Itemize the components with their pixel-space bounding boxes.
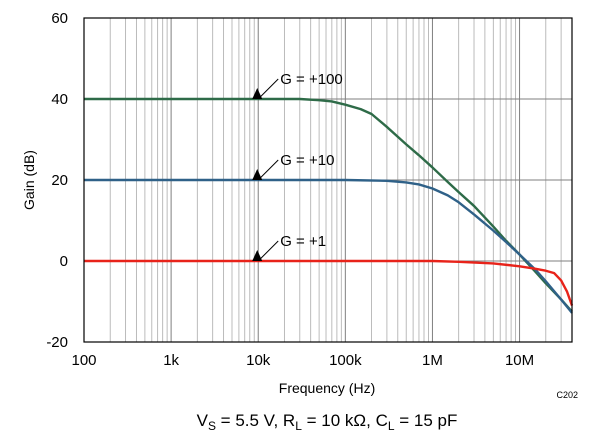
caption-rl-main: R (283, 411, 295, 430)
series-line (84, 178, 573, 314)
annotation-arrowhead (252, 88, 263, 99)
annotation-leader (257, 78, 279, 100)
annotation-arrowhead (252, 250, 263, 261)
x-tick-label: 1M (422, 352, 443, 369)
y-tick-label: 40 (51, 91, 68, 108)
annotation-label: G = +1 (280, 233, 326, 250)
caption-rl-val: = 10 kΩ, (302, 411, 376, 430)
annotations: G = +100 G = +10 G = +1 (252, 71, 343, 262)
annotation-leader (257, 159, 279, 181)
annotation-label: G = +10 (280, 152, 334, 169)
caption-rl-sub: L (295, 419, 302, 433)
caption-cl-val: = 15 pF (395, 411, 458, 430)
y-tick-label: -20 (46, 334, 68, 351)
caption-vs-main: V (197, 411, 209, 430)
x-tick-label: 10k (246, 352, 271, 369)
caption-cl-main: C (376, 411, 388, 430)
conditions-caption: VS = 5.5 V, RL = 10 kΩ, CL = 15 pF (197, 411, 458, 433)
x-tick-label: 100k (329, 352, 362, 369)
figure-code: C202 (556, 390, 578, 400)
x-tick-label: 100 (71, 352, 96, 369)
y-tick-label: 20 (51, 172, 68, 189)
caption-vs-val: = 5.5 V, (216, 411, 283, 430)
y-tick-label: 60 (51, 10, 68, 27)
y-tick-label: 0 (60, 253, 68, 270)
tick-labels: 100 1k 10k 100k 1M 10M 60 40 20 0 -20 (46, 10, 534, 369)
x-tick-label: 10M (505, 352, 534, 369)
x-axis-title: Frequency (Hz) (279, 380, 375, 396)
caption-vs-sub: S (208, 419, 216, 433)
y-axis-title: Gain (dB) (21, 150, 37, 210)
caption-cl-sub: L (388, 419, 395, 433)
annotation-leader (257, 240, 279, 262)
x-tick-label: 1k (163, 352, 179, 369)
annotation-label: G = +100 (280, 71, 343, 88)
series-lines (84, 97, 574, 314)
plot-frame (83, 17, 573, 343)
series-line (84, 259, 574, 306)
annotation-arrowhead (252, 169, 263, 180)
